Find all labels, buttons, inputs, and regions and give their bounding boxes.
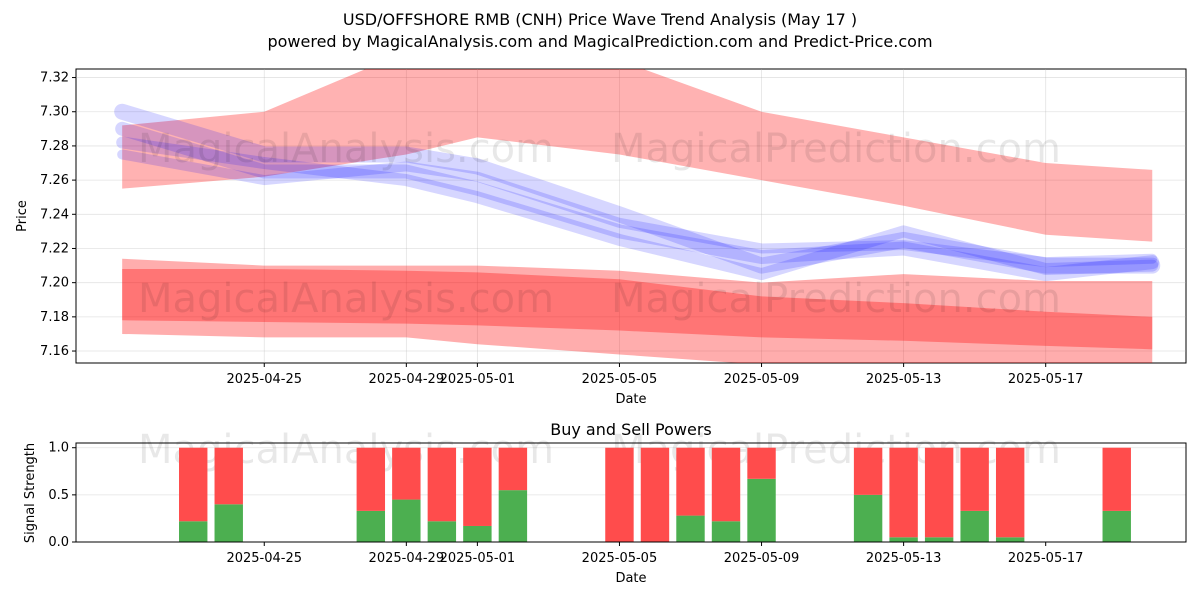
- price-y-tick-label: 7.28: [40, 139, 69, 154]
- power-x-tick-label: 2025-05-05: [582, 551, 658, 566]
- sell-power-bar: [924, 447, 954, 538]
- power-x-axis-label: Date: [615, 571, 646, 586]
- buy-power-bar: [214, 504, 243, 542]
- price-y-tick-label: 7.16: [40, 344, 69, 359]
- price-y-tick-label: 7.32: [40, 71, 69, 86]
- power-x-tick-label: 2025-04-25: [226, 551, 302, 566]
- sell-power-bar: [605, 447, 634, 542]
- sell-power-bar: [392, 447, 421, 500]
- buy-power-bar: [1102, 510, 1131, 542]
- buy-power-bar: [179, 521, 208, 542]
- power-bars: [179, 447, 1131, 542]
- red-wave-band: [122, 258, 1153, 363]
- sell-power-bar: [640, 447, 670, 542]
- watermark-prediction-top-2: MagicalPrediction.com: [611, 276, 1061, 322]
- sell-power-bar: [853, 447, 883, 495]
- price-x-axis-label: Date: [615, 392, 646, 407]
- watermark-analysis-top-1: MagicalAnalysis.com: [138, 126, 554, 172]
- chart-title-line2: powered by MagicalAnalysis.com and Magic…: [267, 32, 932, 51]
- sell-power-bar: [676, 447, 705, 516]
- sell-power-bar: [1102, 447, 1131, 511]
- price-x-tick-label: 2025-04-29: [369, 372, 445, 387]
- buy-power-bar: [747, 478, 776, 542]
- sell-power-bar: [427, 447, 457, 522]
- buy-power-bar: [960, 510, 989, 542]
- sell-power-bar: [356, 447, 386, 511]
- price-panel: MagicalAnalysis.com MagicalPrediction.co…: [15, 68, 1187, 407]
- sell-power-bar: [463, 447, 492, 526]
- price-x-tick-label: 2025-04-25: [226, 372, 302, 387]
- blue-wave-band: [115, 121, 1160, 282]
- price-y-tick-label: 7.30: [40, 105, 69, 120]
- power-x-tick-label: 2025-05-13: [866, 551, 942, 566]
- price-x-tick-label: 2025-05-01: [440, 372, 516, 387]
- price-x-tick-label: 2025-05-09: [724, 372, 800, 387]
- price-x-tick-label: 2025-05-13: [866, 372, 942, 387]
- sell-power-bar: [960, 447, 989, 511]
- sell-power-bar: [498, 447, 528, 491]
- power-y-axis-label: Signal Strength: [23, 443, 38, 543]
- watermark-prediction-top-1: MagicalPrediction.com: [611, 126, 1061, 172]
- power-y-ticks: 0.0 0.5 1.0: [48, 441, 76, 550]
- price-y-tick-label: 7.26: [40, 173, 69, 188]
- power-y-tick-label: 1.0: [48, 441, 69, 456]
- buy-power-bar: [356, 510, 386, 542]
- power-x-tick-label: 2025-04-29: [369, 551, 445, 566]
- price-y-tick-label: 7.24: [40, 207, 69, 222]
- power-panel: Buy and Sell Powers MagicalAnalysis.com …: [23, 420, 1187, 586]
- price-bands: [114, 69, 1161, 363]
- buy-power-bar: [427, 521, 457, 542]
- chart-title-line1: USD/OFFSHORE RMB (CNH) Price Wave Trend …: [343, 10, 857, 29]
- sell-power-bar: [214, 447, 243, 505]
- power-y-tick-label: 0.0: [48, 535, 69, 550]
- sell-power-bar: [711, 447, 741, 522]
- buy-power-bar: [995, 537, 1025, 542]
- red-wave-band: [122, 69, 1153, 242]
- blue-wave-band: [116, 136, 1159, 281]
- sell-power-bar: [995, 447, 1025, 538]
- price-x-tick-label: 2025-05-05: [582, 372, 658, 387]
- power-plot-frame: [75, 442, 1187, 543]
- price-y-tick-label: 7.20: [40, 276, 69, 291]
- price-y-axis-label: Price: [15, 200, 30, 232]
- price-y-tick-label: 7.22: [40, 241, 69, 256]
- watermark-analysis-top-2: MagicalAnalysis.com: [138, 276, 554, 322]
- sell-power-bar: [747, 447, 776, 479]
- buy-power-bar: [924, 537, 954, 542]
- price-y-tick-label: 7.18: [40, 310, 69, 325]
- price-y-ticks: 7.16 7.18 7.20 7.22 7.24 7.26 7.28 7.30 7.32: [40, 71, 76, 359]
- sell-power-bar: [889, 447, 918, 538]
- sell-power-bar: [179, 447, 208, 522]
- buy-power-bar: [889, 537, 918, 542]
- buy-power-bar: [853, 494, 883, 542]
- power-x-tick-label: 2025-05-17: [1008, 551, 1084, 566]
- buy-power-bar: [392, 499, 421, 542]
- buy-power-bar: [676, 515, 705, 542]
- red-wave-band: [122, 268, 1153, 350]
- buy-power-bar: [498, 490, 528, 542]
- price-grid: [76, 69, 1186, 363]
- price-plot-frame: [75, 68, 1187, 364]
- blue-wave-band: [117, 149, 1158, 268]
- power-x-tick-label: 2025-05-09: [724, 551, 800, 566]
- blue-wave-band: [114, 103, 1161, 274]
- power-y-tick-label: 0.5: [48, 488, 69, 503]
- buy-power-bar: [463, 525, 492, 542]
- power-x-tick-label: 2025-05-01: [440, 551, 516, 566]
- power-chart-title: Buy and Sell Powers: [550, 420, 712, 439]
- buy-power-bar: [711, 521, 741, 542]
- price-x-tick-label: 2025-05-17: [1008, 372, 1084, 387]
